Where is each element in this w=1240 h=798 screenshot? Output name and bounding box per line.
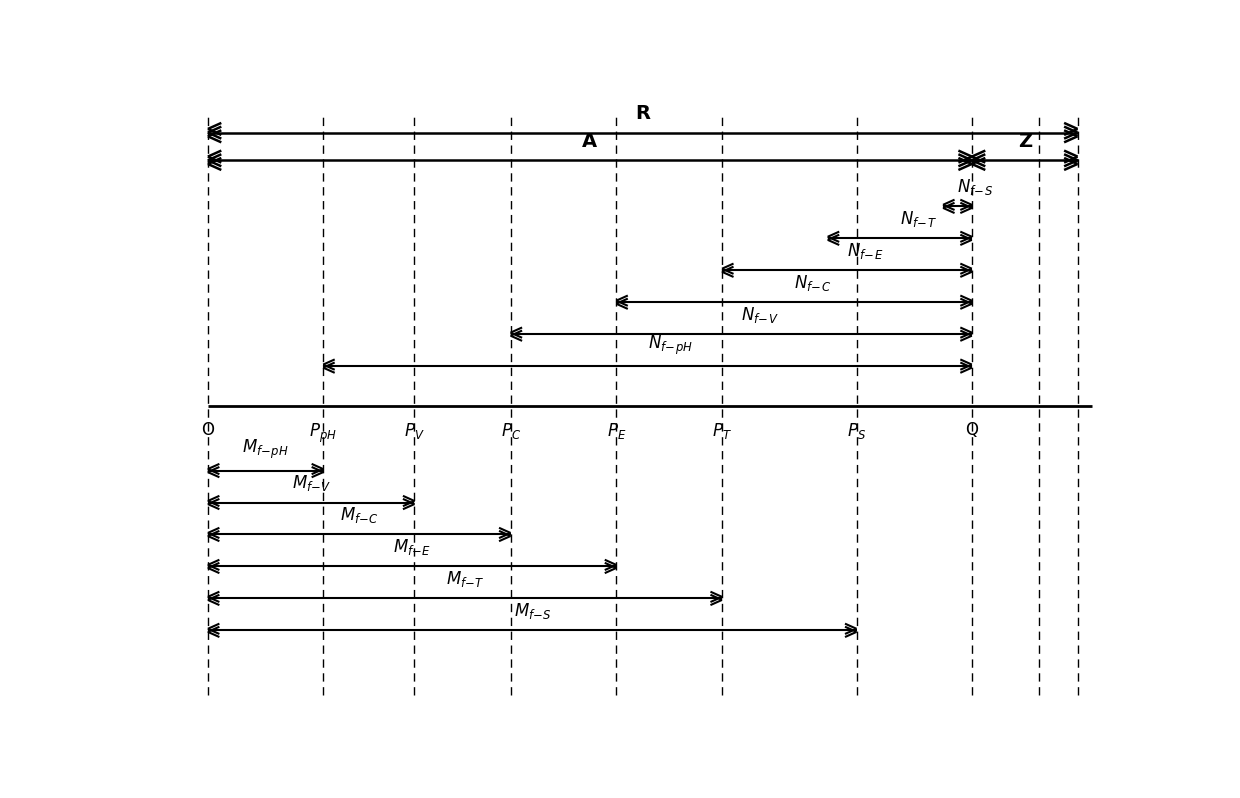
Text: $P_{pH}$: $P_{pH}$ [309, 421, 337, 444]
Text: $P_S$: $P_S$ [847, 421, 866, 441]
Text: $M_{f\!-\!C}$: $M_{f\!-\!C}$ [340, 505, 379, 525]
Text: O: O [201, 421, 215, 440]
Text: $M_{f\!-\!S}$: $M_{f\!-\!S}$ [513, 601, 552, 621]
Text: $M_{f\!-\!T}$: $M_{f\!-\!T}$ [446, 569, 485, 589]
Text: R: R [636, 105, 651, 124]
Text: $P_V$: $P_V$ [404, 421, 425, 441]
Text: $N_{f\!-\!S}$: $N_{f\!-\!S}$ [957, 177, 993, 197]
Text: $P_E$: $P_E$ [606, 421, 626, 441]
Text: $P_T$: $P_T$ [712, 421, 732, 441]
Text: A: A [582, 132, 596, 151]
Text: $P_C$: $P_C$ [501, 421, 521, 441]
Text: $N_{f\!-\!V}$: $N_{f\!-\!V}$ [742, 305, 779, 325]
Text: Z: Z [1018, 132, 1032, 151]
Text: $M_{f\!-\!pH}$: $M_{f\!-\!pH}$ [242, 438, 289, 461]
Text: $N_{f\!-\!T}$: $N_{f\!-\!T}$ [900, 209, 936, 229]
Text: $N_{f\!-\!pH}$: $N_{f\!-\!pH}$ [649, 334, 693, 357]
Text: $N_{f\!-\!E}$: $N_{f\!-\!E}$ [847, 241, 883, 261]
Text: $M_{f\!-\!V}$: $M_{f\!-\!V}$ [291, 473, 331, 493]
Text: Q: Q [966, 421, 978, 440]
Text: $N_{f\!-\!C}$: $N_{f\!-\!C}$ [794, 273, 831, 293]
Text: $M_{f\!-\!E}$: $M_{f\!-\!E}$ [393, 537, 432, 557]
